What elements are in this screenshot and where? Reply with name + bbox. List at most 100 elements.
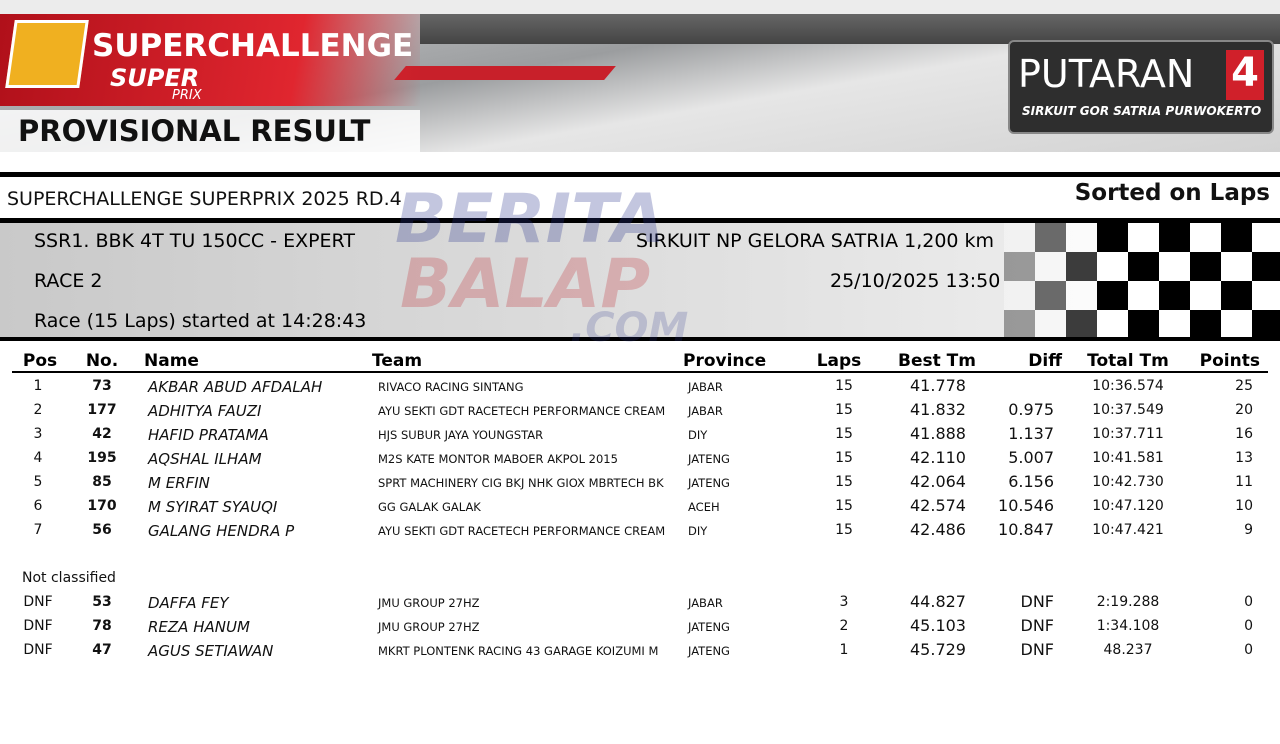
total: 10:37.711: [1092, 426, 1164, 442]
event-title: SUPERCHALLENGE SUPERPRIX 2025 RD.4: [7, 188, 402, 210]
total: 1:34.108: [1096, 618, 1160, 634]
name: AQSHAL ILHAM: [148, 450, 262, 468]
track: [420, 14, 1280, 44]
laps: 15: [835, 378, 853, 394]
total: 10:37.549: [1092, 402, 1164, 418]
province: JATENG: [688, 476, 730, 490]
kerb: [394, 66, 616, 80]
column-header: Name: [144, 351, 199, 371]
round-label: PUTARAN: [1018, 52, 1195, 96]
flag-square: [1097, 252, 1128, 281]
number: 78: [92, 618, 112, 634]
watermark: BERITA: [395, 180, 665, 259]
number: 47: [92, 642, 112, 658]
flag-square: [1221, 310, 1252, 339]
flag-square: [1159, 223, 1190, 252]
flag-square: [1066, 281, 1097, 310]
diff: 6.156: [1008, 472, 1054, 491]
flag-square: [1035, 281, 1066, 310]
number: 170: [87, 498, 117, 514]
province: JABAR: [688, 596, 723, 610]
flag-square: [1190, 281, 1221, 310]
rule: [0, 172, 1280, 177]
flag-square: [1252, 252, 1280, 281]
team: SPRT MACHINERY CIG BKJ NHK GIOX MBRTECH …: [378, 476, 664, 490]
laps: 2: [839, 618, 849, 634]
rule: [0, 337, 1280, 341]
number: 73: [92, 378, 112, 394]
pos: DNF: [23, 618, 53, 634]
best: 45.103: [910, 616, 966, 635]
flag-square: [1128, 310, 1159, 339]
province: JATENG: [688, 452, 730, 466]
name: DAFFA FEY: [148, 594, 229, 612]
column-header: Best Tm: [898, 351, 976, 371]
column-header: Diff: [1028, 351, 1062, 371]
round-number: 4: [1226, 50, 1264, 100]
team: JMU GROUP 27HZ: [378, 596, 480, 610]
diff: 10.546: [998, 496, 1054, 515]
flag-square: [1159, 281, 1190, 310]
flag-square: [1159, 252, 1190, 281]
points: 16: [1235, 426, 1253, 442]
race-start: Race (15 Laps) started at 14:28:43: [34, 310, 367, 332]
laps: 15: [835, 522, 853, 538]
flag-square: [1097, 281, 1128, 310]
logo-icon: [5, 20, 89, 88]
name: M ERFIN: [148, 474, 210, 492]
column-header: Pos: [22, 351, 58, 371]
points: 11: [1235, 474, 1253, 490]
watermark: .COM: [570, 305, 689, 351]
flag-square: [1128, 281, 1159, 310]
flag-square: [1190, 252, 1221, 281]
total: 10:36.574: [1092, 378, 1164, 394]
province: JABAR: [688, 380, 723, 394]
pos: 5: [33, 474, 43, 490]
logo-title: SUPERCHALLENGE: [92, 28, 414, 64]
diff: DNF: [1020, 592, 1055, 611]
points: 0: [1244, 642, 1253, 658]
flag-square: [1252, 281, 1280, 310]
total: 10:41.581: [1092, 450, 1164, 466]
flag-square: [1252, 310, 1280, 339]
total: 10:47.120: [1092, 498, 1164, 514]
laps: 15: [835, 450, 853, 466]
pos: 7: [33, 522, 43, 538]
points: 0: [1244, 618, 1253, 634]
flag-square: [1190, 223, 1221, 252]
flag-square: [1004, 281, 1035, 310]
points: 0: [1244, 594, 1253, 610]
team: AYU SEKTI GDT RACETECH PERFORMANCE CREAM: [378, 524, 666, 538]
diff: 10.847: [998, 520, 1054, 539]
province: JATENG: [688, 620, 730, 634]
diff: 5.007: [1008, 448, 1054, 467]
logo-super: SUPER: [110, 64, 200, 92]
flag-square: [1004, 310, 1035, 339]
heading: PROVISIONAL RESULT: [18, 114, 371, 148]
name: HAFID PRATAMA: [148, 426, 269, 444]
laps: 3: [839, 594, 849, 610]
best: 45.729: [910, 640, 966, 659]
team: AYU SEKTI GDT RACETECH PERFORMANCE CREAM: [378, 404, 666, 418]
best: 41.832: [910, 400, 966, 419]
laps: 15: [835, 402, 853, 418]
flag-square: [1097, 310, 1128, 339]
points: 10: [1235, 498, 1253, 514]
number: 177: [87, 402, 117, 418]
name: AGUS SETIAWAN: [148, 642, 274, 660]
team: JMU GROUP 27HZ: [378, 620, 480, 634]
round-circuit: SIRKUIT GOR SATRIA PURWOKERTO: [1022, 104, 1262, 118]
flag-square: [1035, 252, 1066, 281]
pos: 2: [33, 402, 43, 418]
flag-square: [1252, 223, 1280, 252]
circuit: SIRKUIT NP GELORA SATRIA 1,200 km: [636, 230, 995, 252]
team: M2S KATE MONTOR MABOER AKPOL 2015: [378, 452, 618, 466]
watermark: BALAP: [400, 245, 651, 324]
header-rule: [12, 371, 1268, 373]
logo-prix: PRIX: [172, 88, 202, 103]
province: JABAR: [688, 404, 723, 418]
flag-square: [1128, 223, 1159, 252]
flag-square: [1190, 310, 1221, 339]
total: 2:19.288: [1096, 594, 1160, 610]
